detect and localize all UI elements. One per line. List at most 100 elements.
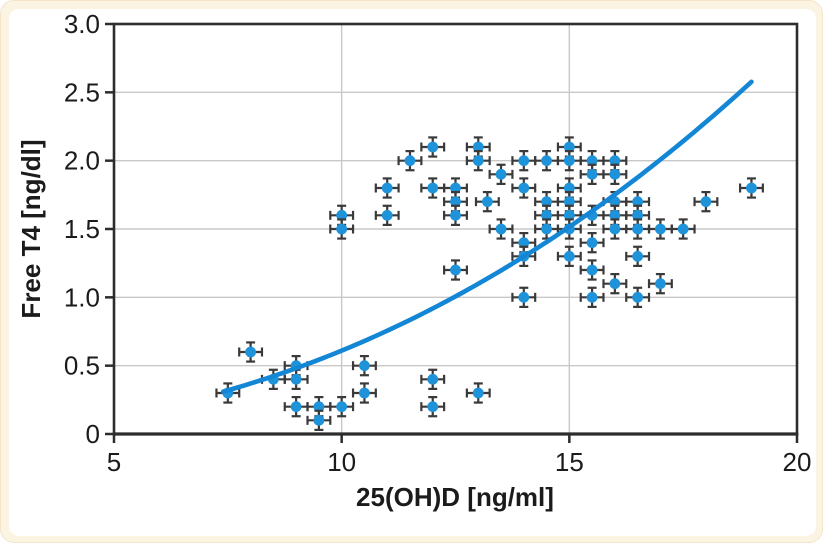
x-tick-label: 20: [783, 447, 812, 477]
data-point-marker: [563, 250, 575, 262]
data-point-marker: [541, 223, 552, 235]
data-point-marker: [290, 373, 302, 385]
data-point: [602, 273, 628, 295]
data-point: [329, 396, 355, 418]
data-point-marker: [586, 237, 598, 249]
data-points-layer: [215, 136, 764, 431]
grid-layer: [114, 24, 797, 434]
data-point: [602, 218, 628, 240]
y-tick-label: 1.0: [64, 282, 100, 312]
data-point: [511, 150, 537, 172]
data-point: [351, 382, 377, 404]
data-point: [443, 191, 468, 213]
data-point-marker: [518, 291, 530, 303]
data-point-marker: [450, 209, 461, 221]
y-tick-label: 2.5: [64, 77, 100, 107]
y-tick-label: 3.0: [64, 9, 100, 39]
data-point-marker: [563, 196, 575, 208]
data-point-marker: [541, 196, 552, 208]
data-point-marker: [427, 373, 439, 385]
data-point-marker: [495, 168, 507, 180]
data-point-marker: [495, 223, 507, 235]
y-axis-title: Free T4 [ng/dl]: [16, 139, 46, 318]
data-point: [329, 204, 355, 226]
data-point: [474, 191, 500, 213]
data-point-marker: [609, 168, 621, 180]
trend-curve: [220, 79, 754, 394]
data-point-marker: [586, 264, 598, 276]
data-point-marker: [427, 141, 439, 153]
data-point: [602, 163, 628, 185]
data-point: [511, 286, 537, 308]
data-point-marker: [632, 196, 644, 208]
data-point-marker: [427, 182, 439, 194]
data-point: [397, 150, 423, 172]
y-tick-label: 0.5: [64, 351, 100, 381]
data-point-marker: [336, 401, 348, 413]
data-point: [625, 245, 651, 267]
x-tick-label: 15: [555, 447, 584, 477]
data-point-marker: [381, 209, 393, 221]
data-point-marker: [472, 155, 484, 167]
data-point-marker: [586, 155, 598, 167]
data-point-marker: [563, 182, 575, 194]
data-point-marker: [313, 401, 325, 413]
data-point-marker: [518, 155, 530, 167]
data-point-marker: [655, 278, 666, 290]
x-tick-label: 10: [327, 447, 356, 477]
data-point-marker: [427, 401, 439, 413]
data-point: [374, 177, 400, 199]
data-point: [329, 218, 355, 240]
data-point-marker: [541, 155, 552, 167]
data-point-marker: [404, 155, 416, 167]
data-point-marker: [472, 387, 484, 399]
trend-curve-layer: [220, 79, 754, 394]
data-point: [693, 191, 719, 213]
data-point-marker: [381, 182, 393, 194]
data-point: [283, 396, 309, 418]
data-point: [351, 355, 377, 377]
data-point: [420, 136, 446, 158]
data-point: [374, 204, 400, 226]
data-point: [306, 409, 332, 431]
data-point-marker: [746, 182, 757, 194]
data-point: [511, 232, 537, 254]
data-point: [625, 286, 651, 308]
data-point-marker: [245, 346, 256, 358]
data-point-marker: [609, 209, 621, 221]
data-point-marker: [632, 209, 644, 221]
x-axis-title: 25(OH)D [ng/ml]: [356, 482, 554, 512]
data-point-marker: [700, 196, 712, 208]
data-point: [488, 218, 514, 240]
data-point: [647, 218, 673, 240]
y-tick-label: 1.5: [64, 214, 100, 244]
tick-labels-layer: 5 10 15 20 0 0.5 1.0 1.5 2.0 2.5 3.0: [64, 9, 812, 477]
data-point-marker: [563, 209, 575, 221]
data-point: [488, 163, 514, 185]
data-point: [465, 150, 491, 172]
data-point: [579, 286, 605, 308]
data-point-marker: [450, 182, 461, 194]
data-point: [670, 218, 696, 240]
scatter-plot: 5 10 15 20 0 0.5 1.0 1.5 2.0 2.5 3.0 25(OH)D [ng/m…: [16, 9, 812, 512]
data-point-marker: [450, 196, 461, 208]
data-point: [420, 368, 446, 390]
y-tick-label: 0: [86, 419, 100, 449]
data-point-marker: [481, 196, 493, 208]
data-point-marker: [313, 414, 325, 426]
data-point-marker: [677, 223, 689, 235]
chart-card: 5 10 15 20 0 0.5 1.0 1.5 2.0 2.5 3.0 25(OH)D [ng/m…: [9, 9, 816, 536]
data-point: [579, 232, 605, 254]
x-tick-label: 5: [107, 447, 121, 477]
data-point-marker: [450, 264, 461, 276]
data-point-marker: [586, 291, 598, 303]
data-point: [511, 177, 537, 199]
data-point: [238, 341, 264, 363]
data-point: [579, 163, 605, 185]
data-point: [647, 273, 673, 295]
data-point: [556, 150, 582, 172]
data-point-marker: [632, 250, 644, 262]
data-point: [625, 218, 651, 240]
data-point-marker: [336, 209, 348, 221]
axes-layer: [105, 22, 799, 443]
